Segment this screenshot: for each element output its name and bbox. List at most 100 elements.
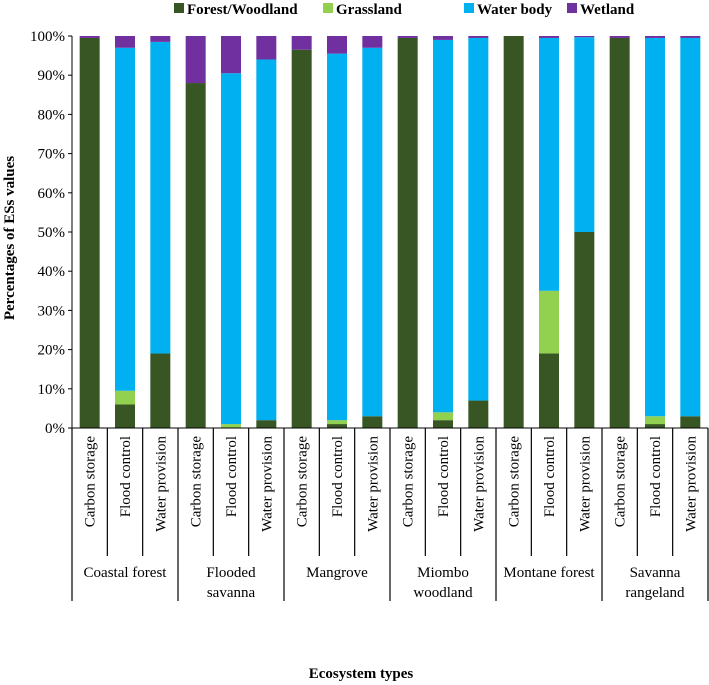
category-label: Carbon storage: [401, 436, 417, 528]
bar-segment: [79, 37, 100, 429]
legend-label: Wetland: [580, 2, 635, 18]
bar-segment: [115, 47, 135, 391]
bar-segment: [574, 37, 595, 233]
bar-segment: [397, 37, 418, 429]
bar-segment: [256, 36, 277, 60]
legend-label: Grassland: [336, 2, 403, 18]
bar-segment: [291, 36, 312, 50]
bar-segment: [539, 353, 559, 428]
bar-segment: [645, 37, 665, 417]
bar-segment: [185, 36, 206, 84]
bar-segment: [680, 416, 701, 428]
group-label: Savanna: [630, 565, 681, 581]
category-label: Carbon storage: [613, 436, 629, 528]
y-tick-label: 80%: [38, 107, 66, 123]
bar-segment: [79, 36, 100, 38]
group-label: Montane forest: [503, 565, 595, 581]
bar-segment: [115, 390, 135, 405]
bar-segment: [680, 36, 701, 38]
bar-segment: [397, 36, 418, 38]
category-label: Flood control: [330, 436, 346, 517]
bar-segment: [327, 53, 347, 421]
bar-segment: [609, 37, 630, 429]
bar-segment: [539, 37, 559, 291]
bar-segment: [362, 416, 383, 428]
bar-segment: [221, 73, 241, 425]
legend-swatch: [323, 3, 333, 13]
legend-swatch: [567, 3, 577, 13]
bar-segment: [362, 36, 383, 48]
category-label: Water provision: [365, 436, 381, 532]
x-axis: Carbon storage Flood control Water provisi…: [71, 427, 709, 601]
bar-segment: [645, 36, 665, 38]
legend-swatch: [174, 3, 184, 13]
bar-segment: [468, 37, 489, 401]
y-tick-label: 100%: [30, 29, 65, 45]
bar-segment: [327, 420, 347, 425]
x-axis-label: Ecosystem types: [309, 666, 414, 682]
bar-segment: [468, 400, 489, 428]
bar-segment: [327, 424, 347, 428]
y-tick-label: 60%: [38, 186, 66, 202]
y-tick-label: 20%: [38, 343, 66, 359]
bar-segment: [150, 36, 171, 42]
category-label: Carbon storage: [507, 436, 523, 528]
group-label: Miombo: [417, 565, 469, 581]
category-label: Water provision: [577, 436, 593, 532]
y-tick-label: 0%: [45, 421, 65, 437]
bar-segment: [433, 412, 453, 421]
legend: Forest/Woodland Grassland Water body Wetlan…: [174, 2, 635, 18]
bar-segment: [185, 83, 206, 428]
category-label: Flood control: [224, 436, 240, 517]
bar-segment: [433, 36, 453, 40]
bar-segment: [256, 420, 277, 428]
bar-segment: [433, 420, 453, 428]
y-tick-label: 10%: [38, 382, 66, 398]
group-label: woodland: [413, 585, 473, 601]
category-label: Carbon storage: [83, 436, 99, 528]
bar-segment: [362, 47, 383, 417]
group-label: rangeland: [625, 585, 685, 601]
category-label: Flood control: [648, 436, 664, 517]
bar-segment: [256, 59, 277, 421]
group-label: savanna: [207, 585, 256, 601]
bar-segment: [609, 36, 630, 38]
category-label: Carbon storage: [295, 436, 311, 528]
y-tick-label: 40%: [38, 264, 66, 280]
bar-segment: [468, 36, 489, 38]
category-label: Carbon storage: [189, 436, 205, 528]
group-label: Coastal forest: [84, 565, 168, 581]
bar-segment: [539, 36, 559, 38]
category-label: Flood control: [436, 436, 452, 517]
y-tick-label: 70%: [38, 147, 66, 163]
bar-segment: [115, 36, 135, 48]
category-label: Water provision: [471, 436, 487, 532]
group-label: Flooded: [206, 565, 256, 581]
category-label: Flood control: [542, 436, 558, 517]
plot-area: [79, 36, 701, 429]
bar-segment: [115, 404, 135, 428]
bar-segment: [221, 36, 241, 74]
y-tick-label: 30%: [38, 303, 66, 319]
bar-segment: [645, 416, 665, 425]
bar-segment: [291, 49, 312, 428]
bar-segment: [433, 39, 453, 413]
bar-segment: [645, 424, 665, 428]
bar-segment: [539, 290, 559, 354]
category-label: Water provision: [259, 436, 275, 532]
y-tick-label: 90%: [38, 68, 66, 84]
category-label: Flood control: [118, 436, 134, 517]
y-tick-label: 50%: [38, 225, 66, 241]
bar-segment: [327, 36, 347, 54]
bar-segment: [221, 424, 241, 428]
y-axis: 0% 10% 20% 30% 40% 50% 60% 70% 80% 90% 100%: [30, 29, 73, 437]
group-label: Mangrove: [306, 565, 368, 581]
bar-segment: [574, 36, 595, 38]
legend-label: Forest/Woodland: [187, 2, 298, 18]
category-label: Water provision: [683, 436, 699, 532]
bar-segment: [503, 36, 524, 428]
legend-swatch: [464, 3, 474, 13]
bar-segment: [680, 37, 701, 417]
bar-segment: [574, 232, 595, 428]
